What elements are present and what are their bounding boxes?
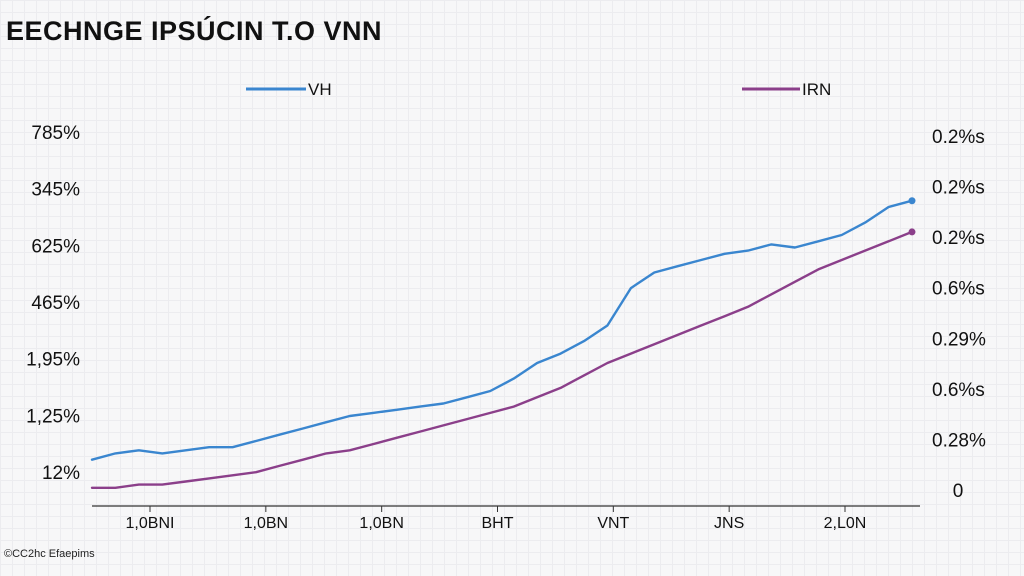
- x-tick-label: 1,0BN: [359, 515, 403, 532]
- x-tick-label: 1,0BN: [244, 515, 288, 532]
- y-left-tick-label: 625%: [31, 236, 80, 257]
- y-right-tick-label: 0.29%: [932, 329, 986, 350]
- legend-label: VH: [308, 80, 332, 99]
- x-axis-ticks: 1,0BNI 1,0BN 1,0BN BHT VNT JNS 2,L0N: [126, 506, 867, 532]
- y-right-tick-label: 0.28%: [932, 430, 986, 451]
- right-axis-ticks: 0.2%s 0.2%s 0.2%s 0.6%s 0.29% 0.6%s 0.28% 0: [932, 127, 986, 502]
- y-right-tick-label: 0.6%s: [932, 279, 985, 300]
- y-left-tick-label: 345%: [31, 180, 80, 201]
- series-line-vh: [90, 199, 914, 461]
- y-right-tick-label: 0.2%s: [932, 228, 985, 249]
- left-axis-ticks: 785% 345% 625% 465% 1,95% 1,25% 12%: [26, 123, 80, 484]
- y-left-tick-label: 1,95%: [26, 350, 80, 371]
- x-tick-label: 1,0BNI: [126, 515, 175, 532]
- chart-title: EECHNGE IPSÚCIN T.O VNN: [6, 16, 383, 46]
- y-left-tick-label: 1,25%: [26, 406, 80, 427]
- y-left-tick-label: 785%: [31, 123, 80, 144]
- x-tick-label: BHT: [482, 515, 514, 532]
- y-right-tick-label: 0.6%s: [932, 380, 985, 401]
- x-tick-label: JNS: [714, 515, 744, 532]
- y-right-tick-label: 0.2%s: [932, 178, 985, 199]
- source-note: ©CC2hc Efaepims: [4, 548, 95, 560]
- x-tick-label: 2,L0N: [824, 515, 867, 532]
- y-right-tick-label: 0: [953, 481, 964, 502]
- series-lines: [90, 197, 916, 489]
- series-endpoint: [908, 228, 916, 236]
- y-left-tick-label: 12%: [42, 463, 80, 484]
- legend-label: IRN: [802, 80, 831, 99]
- y-right-tick-label: 0.2%s: [932, 127, 985, 148]
- x-tick-label: VNT: [597, 515, 629, 532]
- legend: VH IRN: [246, 80, 831, 99]
- y-left-tick-label: 465%: [31, 293, 80, 314]
- series-endpoint: [908, 197, 916, 205]
- series-line-irn: [90, 230, 914, 489]
